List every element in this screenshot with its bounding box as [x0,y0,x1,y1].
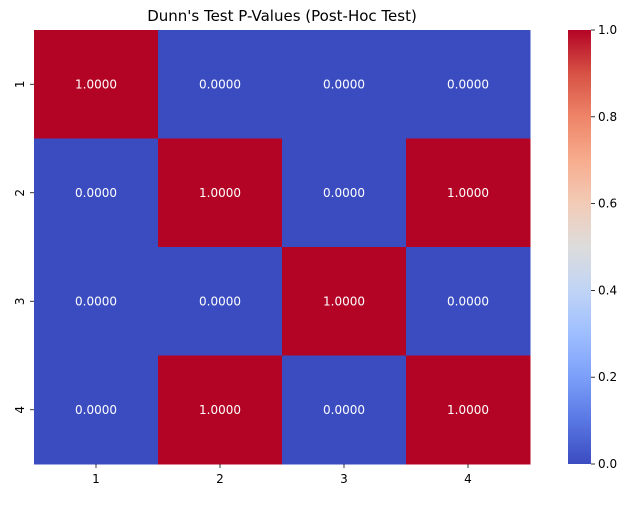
colorbar-tick-label: 0.6 [598,197,617,211]
heatmap-cell [406,247,531,356]
heatmap-cell [282,355,407,465]
x-tick-label: 1 [92,472,100,486]
y-tick-label: 3 [13,297,27,305]
heatmap-cell [282,30,407,139]
cell-value-label: 1.0000 [447,186,489,200]
heatmap-cells [34,30,531,465]
colorbar-gradient [568,30,591,464]
cell-value-label: 0.0000 [323,77,365,91]
x-tick-label: 2 [216,472,224,486]
cell-value-label: 0.0000 [75,294,117,308]
y-tick-label: 2 [13,189,27,197]
cell-value-label: 0.0000 [323,403,365,417]
heatmap-cell [406,355,531,465]
heatmap-cell [34,247,159,356]
cell-value-label: 0.0000 [199,294,241,308]
x-tick-label: 4 [464,472,472,486]
heatmap-cell-labels: 1.0000 0.0000 0.0000 0.0000 0.0000 1.0000 0.00… [75,77,489,417]
cell-value-label: 0.0000 [75,186,117,200]
colorbar: 0.0 0.2 0.4 0.6 0.8 1.0 [568,23,617,471]
cell-value-label: 0.0000 [323,186,365,200]
colorbar-tick-label: 0.4 [598,283,617,297]
cell-value-label: 1.0000 [323,294,365,308]
heatmap-cell [158,30,283,139]
colorbar-tick-label: 0.8 [598,110,617,124]
x-tick-label: 3 [340,472,348,486]
colorbar-tick-label: 0.2 [598,370,617,384]
cell-value-label: 1.0000 [199,186,241,200]
cell-value-label: 1.0000 [447,403,489,417]
y-tick-label: 1 [13,80,27,88]
cell-value-label: 1.0000 [75,77,117,91]
y-tick-label: 4 [13,406,27,414]
heatmap-cell [158,355,283,465]
colorbar-tick-label: 0.0 [598,457,617,471]
cell-value-label: 0.0000 [75,403,117,417]
heatmap-cell [282,138,407,248]
y-axis: 1 2 3 4 [13,80,34,414]
cell-value-label: 0.0000 [447,294,489,308]
heatmap-cell [158,247,283,356]
heatmap-cell [34,30,159,139]
colorbar-tick-label: 1.0 [598,23,617,37]
cell-value-label: 0.0000 [447,77,489,91]
heatmap-cell [282,247,407,356]
heatmap-cell [406,30,531,139]
cell-value-label: 1.0000 [199,403,241,417]
cell-value-label: 0.0000 [199,77,241,91]
heatmap-cell [158,138,283,248]
heatmap-cell [406,138,531,248]
colorbar-ticks: 0.0 0.2 0.4 0.6 0.8 1.0 [591,23,617,471]
heatmap-cell [34,355,159,465]
chart-title: Dunn's Test P-Values (Post-Hoc Test) [147,7,417,25]
x-axis: 1 2 3 4 [92,464,472,486]
heatmap-cell [34,138,159,248]
